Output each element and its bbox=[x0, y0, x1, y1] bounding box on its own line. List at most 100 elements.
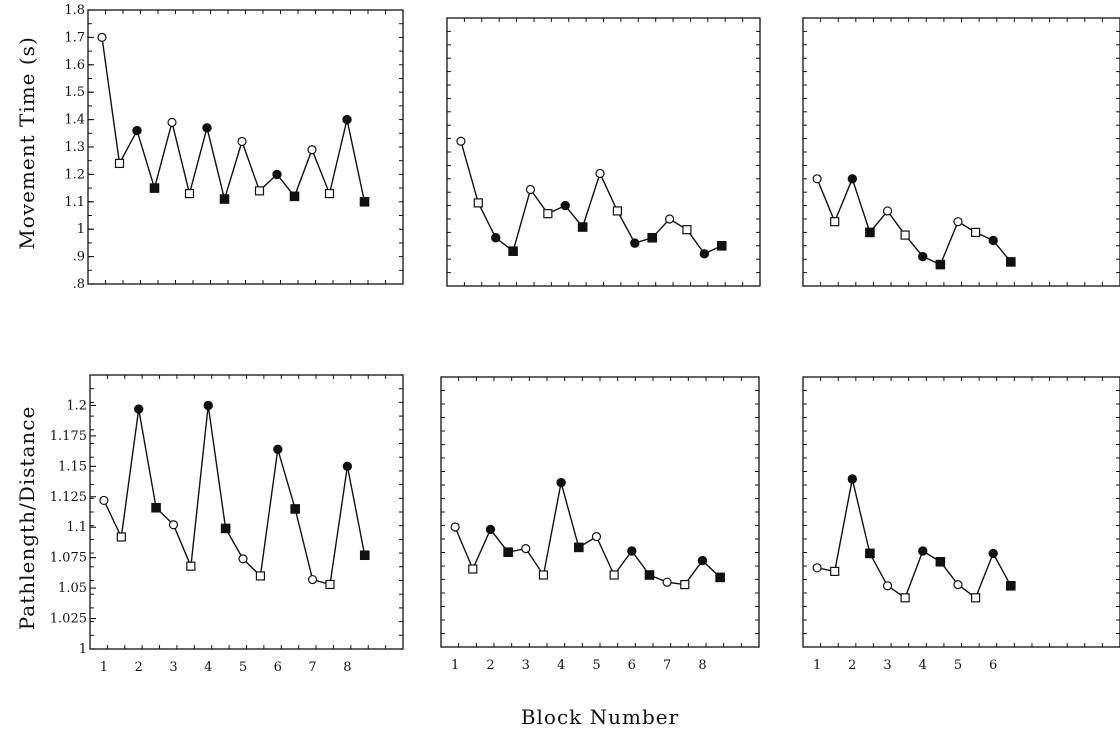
data-point-filled-circle bbox=[847, 474, 858, 484]
data-point-filled-circle bbox=[627, 546, 637, 556]
y-tick-label: 1.05 bbox=[58, 581, 87, 596]
y-tick-label: .9 bbox=[73, 250, 85, 265]
panel-frame bbox=[802, 376, 1120, 648]
panel-top-right bbox=[802, 17, 1120, 287]
data-point-open-circle bbox=[307, 145, 317, 155]
data-point-filled-circle bbox=[203, 400, 213, 411]
data-point-open-square bbox=[682, 225, 692, 235]
data-point-filled-circle bbox=[342, 461, 353, 472]
data-point-filled-square bbox=[503, 547, 513, 558]
x-tick-label: 1 bbox=[813, 658, 821, 673]
y-tick-label: 1.8 bbox=[64, 3, 85, 18]
data-point-open-circle bbox=[882, 206, 893, 216]
data-point-open-square bbox=[255, 571, 266, 581]
data-point-open-circle bbox=[882, 581, 893, 591]
data-point-open-circle bbox=[167, 117, 177, 127]
panel-bottom-right: 1 2 3 4 5 6 bbox=[802, 376, 1120, 673]
y-tick-label: 1.175 bbox=[50, 429, 87, 444]
x-tick-label: 8 bbox=[698, 658, 706, 673]
x-tick-label: 4 bbox=[919, 658, 927, 673]
data-point-filled-square bbox=[935, 557, 946, 567]
data-point-filled-circle bbox=[342, 114, 352, 125]
data-point-filled-circle bbox=[490, 233, 501, 243]
data-point-filled-circle bbox=[273, 444, 283, 454]
y-tick-label: 1.5 bbox=[64, 85, 85, 100]
data-point-open-circle bbox=[97, 32, 107, 43]
data-point-filled-square bbox=[359, 550, 370, 561]
x-tick-label: 5 bbox=[592, 658, 600, 673]
y-tick-label: 1.025 bbox=[50, 612, 87, 627]
data-point-open-circle bbox=[953, 579, 963, 590]
series-line bbox=[460, 141, 722, 255]
data-point-filled-square bbox=[290, 504, 300, 514]
x-tick-label: 7 bbox=[308, 660, 316, 675]
data-point-filled-square bbox=[149, 183, 160, 193]
data-point-open-circle bbox=[591, 531, 602, 542]
data-point-filled-circle bbox=[272, 169, 282, 180]
series-line bbox=[816, 176, 1012, 266]
y-tick-label: 1.2 bbox=[64, 167, 85, 182]
x-tick-label: 3 bbox=[883, 658, 891, 673]
data-point-open-square bbox=[473, 198, 483, 208]
panel-frame bbox=[802, 17, 1120, 287]
x-tick-label: 3 bbox=[169, 660, 177, 675]
data-point-filled-circle bbox=[988, 548, 998, 559]
y-tick-label: 1.7 bbox=[64, 30, 85, 45]
x-tick-label: 3 bbox=[522, 658, 530, 673]
data-point-open-square bbox=[900, 230, 910, 240]
x-tick-label: 7 bbox=[663, 658, 671, 673]
x-tick-label: 5 bbox=[239, 660, 247, 675]
data-point-open-square bbox=[970, 593, 981, 603]
data-point-open-circle bbox=[662, 577, 672, 587]
x-tick-label: 4 bbox=[204, 660, 212, 675]
data-point-filled-square bbox=[716, 241, 727, 251]
data-point-filled-square bbox=[577, 222, 588, 232]
data-point-filled-square bbox=[574, 542, 584, 553]
panel-frame bbox=[446, 17, 761, 287]
data-point-open-square bbox=[680, 579, 690, 590]
y-tick-label: 1.075 bbox=[50, 551, 87, 566]
y-tick-label: 1 bbox=[77, 222, 85, 237]
data-point-open-square bbox=[543, 209, 553, 219]
data-point-filled-square bbox=[219, 194, 230, 204]
y-axis-title-bottom: Pathlength/Distance bbox=[15, 406, 39, 631]
data-point-open-square bbox=[184, 188, 195, 199]
data-point-filled-square bbox=[865, 548, 875, 559]
data-point-open-square bbox=[186, 561, 196, 571]
data-point-open-circle bbox=[307, 574, 318, 585]
y-axis-title-top: Movement Time (s) bbox=[15, 36, 39, 250]
data-point-open-square bbox=[830, 566, 840, 577]
data-point-open-circle bbox=[450, 522, 460, 532]
data-point-filled-circle bbox=[918, 546, 928, 556]
x-tick-label: 6 bbox=[274, 660, 282, 675]
x-tick-label: 6 bbox=[989, 658, 997, 673]
data-point-filled-circle bbox=[847, 174, 858, 184]
x-tick-label: 5 bbox=[954, 658, 962, 673]
data-point-filled-circle bbox=[202, 123, 212, 133]
data-point-open-circle bbox=[953, 217, 963, 227]
data-point-filled-circle bbox=[560, 200, 570, 211]
panel-bottom-middle: 1 2 3 4 5 6 7 8 bbox=[440, 376, 760, 673]
panel-frame bbox=[440, 376, 760, 648]
data-point-open-circle bbox=[168, 520, 179, 530]
x-tick-label: 2 bbox=[135, 660, 143, 675]
y-tick-label: 1 bbox=[79, 642, 87, 657]
data-point-open-square bbox=[468, 564, 478, 574]
data-point-open-circle bbox=[456, 136, 466, 146]
data-point-filled-square bbox=[1006, 581, 1016, 591]
panels-group: .8.911.11.21.31.41.51.61.71.811.0251.051… bbox=[50, 3, 1120, 675]
data-point-filled-circle bbox=[485, 524, 496, 535]
data-point-filled-square bbox=[647, 232, 657, 243]
data-point-filled-square bbox=[865, 227, 875, 238]
y-tick-label: .8 bbox=[73, 277, 85, 292]
data-point-filled-square bbox=[508, 246, 518, 256]
panel-top-left: .8 .9 1 1.1 1.2 1.3 1.4 1.5 1.6 1.7 1.8 bbox=[64, 3, 404, 292]
data-point-open-circle bbox=[595, 168, 605, 179]
data-point-filled-square bbox=[715, 572, 725, 583]
data-point-open-circle bbox=[237, 136, 247, 147]
panel-bottom-left: 1 1.025 1.05 1.075 1.1 1.125 1.15 1.175 1.2 1 2 3 4 5… bbox=[50, 374, 404, 675]
y-tick-label: 1.4 bbox=[64, 113, 85, 128]
data-point-open-circle bbox=[664, 214, 675, 224]
x-tick-label: 4 bbox=[557, 658, 565, 673]
